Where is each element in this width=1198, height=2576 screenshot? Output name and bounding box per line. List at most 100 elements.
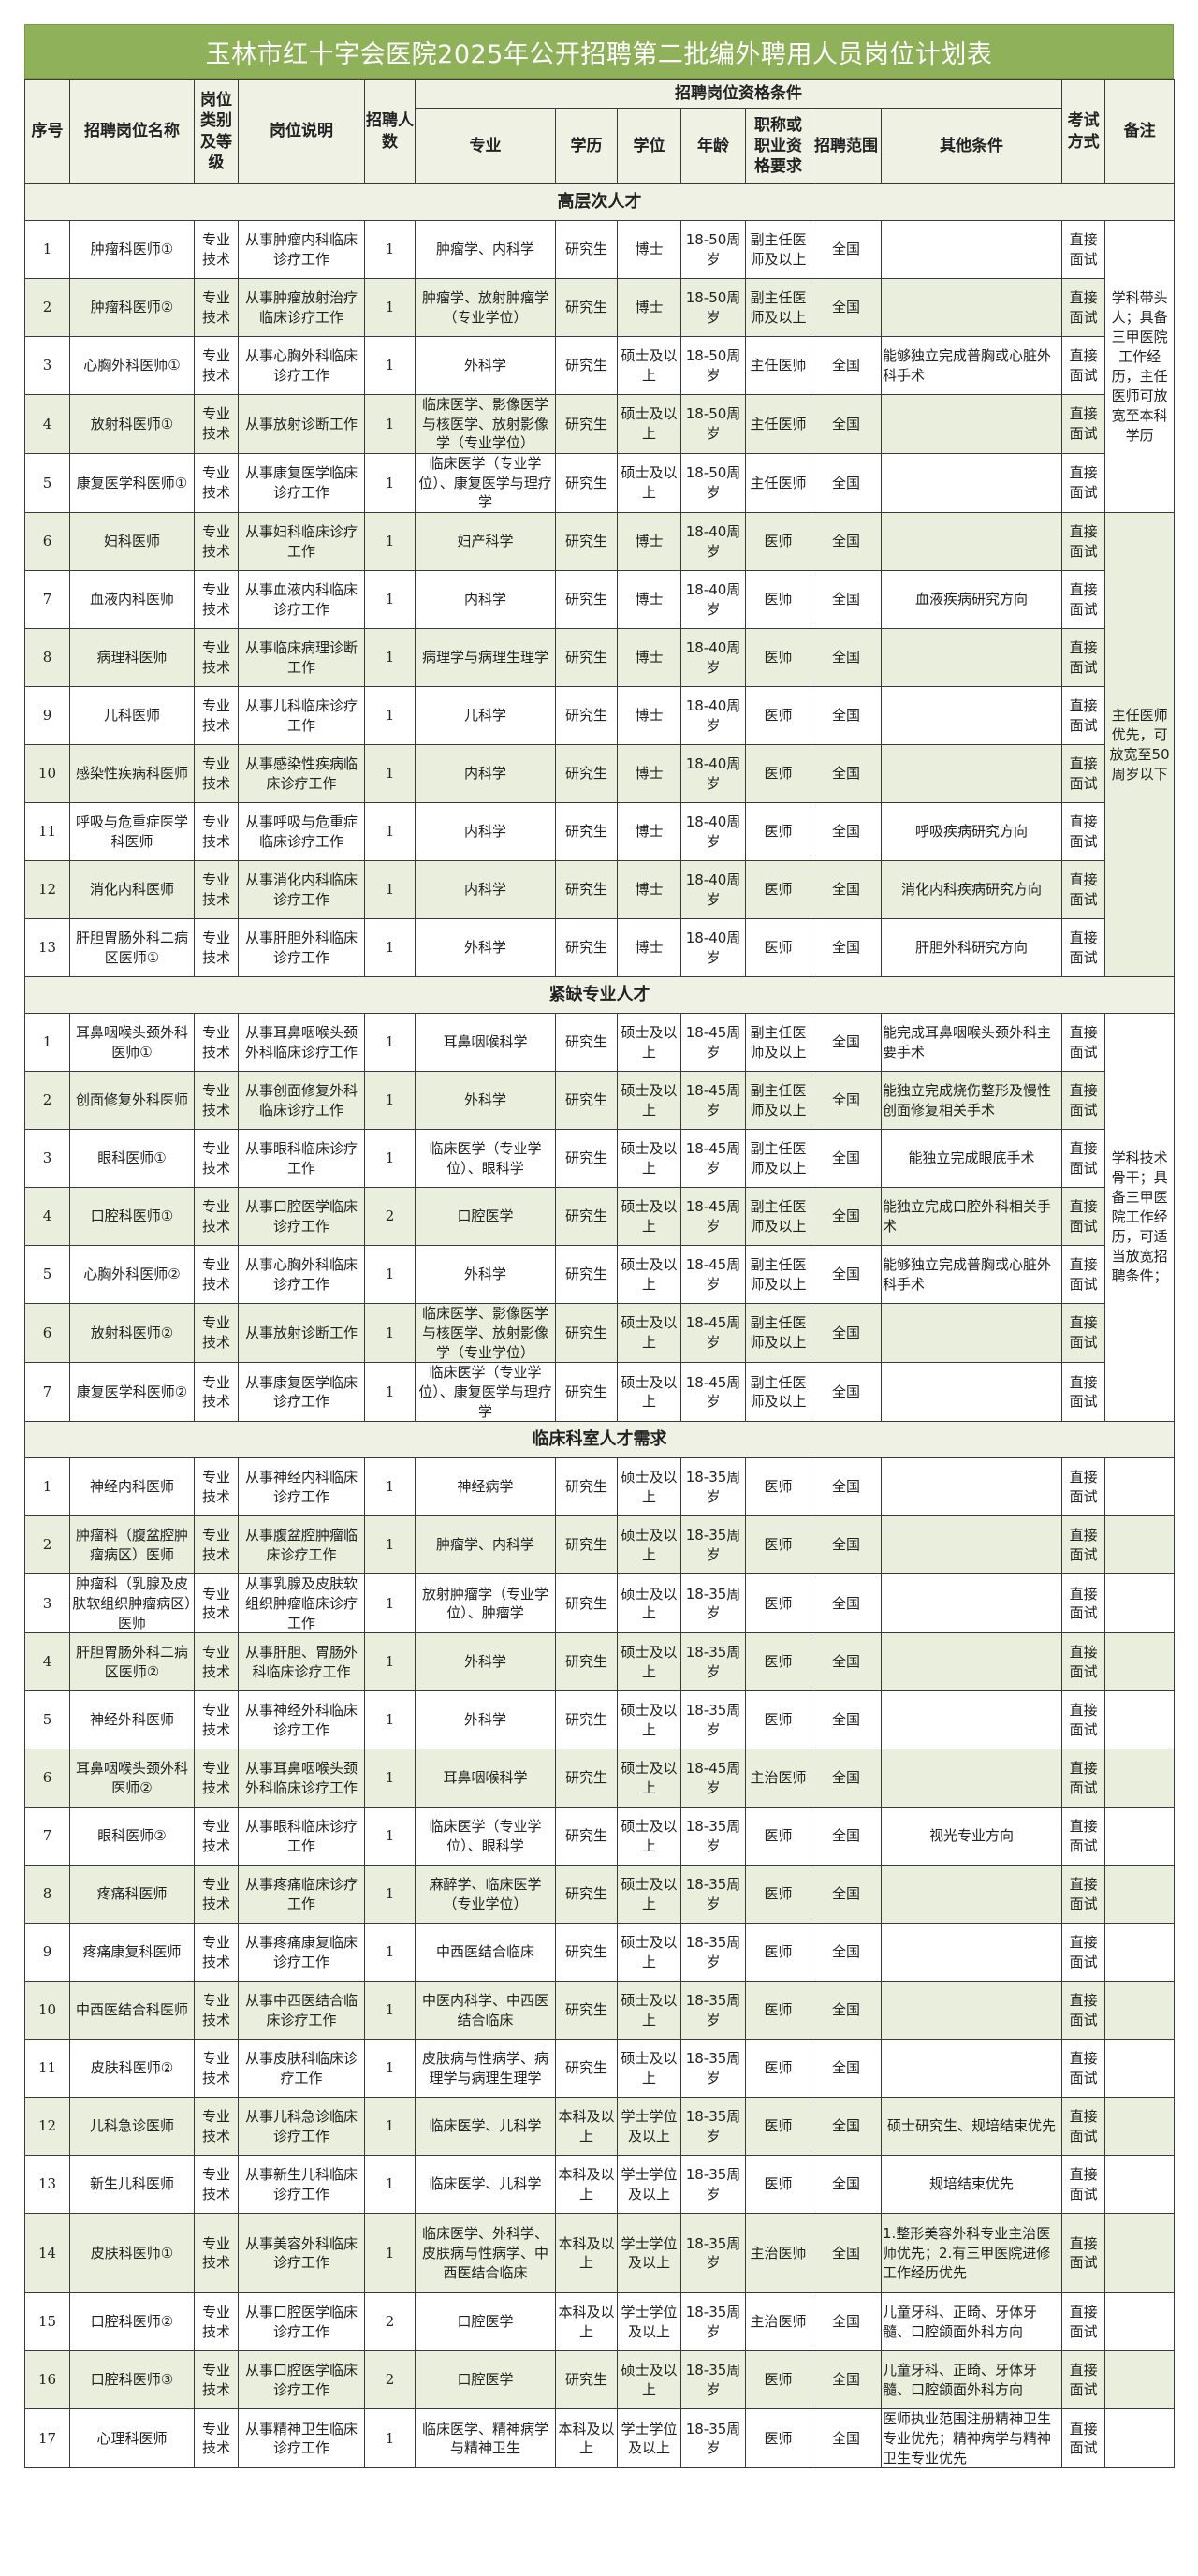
table-row: 3 眼科医师① 专业技术 从事眼科临床诊疗工作 1 临床医学（专业学位）、眼科学 研究生 硕士…: [24, 1129, 1175, 1189]
cell-education: 研究生: [555, 1187, 618, 1247]
cell-degree: 硕士及以上: [617, 1632, 681, 1692]
cell-education: 研究生: [555, 1807, 618, 1866]
cell-category: 专业技术: [194, 802, 239, 862]
cell-other-conditions: [880, 1981, 1063, 2041]
cell-description: 从事美容外科临床诊疗工作: [238, 2213, 365, 2294]
table-row: 3 心胸外科医师① 专业技术 从事心胸外科临床诊疗工作 1 外科学 研究生 硕士及以上 18-5…: [24, 336, 1175, 395]
cell-category: 专业技术: [194, 2039, 239, 2099]
cell-scope: 全国: [811, 2213, 882, 2294]
cell-remark: [1104, 1807, 1176, 1866]
cell-no: 16: [24, 2350, 70, 2410]
header-no: 序号: [24, 79, 70, 184]
cell-count: 2: [364, 1187, 416, 1247]
cell-category: 专业技术: [194, 336, 239, 395]
cell-exam: 直接面试: [1061, 1187, 1106, 1247]
cell-age: 18-40周岁: [680, 744, 746, 804]
header-education: 学历: [555, 108, 618, 184]
cell-scope: 全国: [811, 744, 882, 804]
cell-education: 研究生: [555, 2039, 618, 2099]
cell-education: 研究生: [555, 918, 618, 978]
cell-other-conditions: 能完成耳鼻咽喉头颈外科主要手术: [880, 1013, 1063, 1073]
cell-no: 15: [24, 2292, 70, 2352]
cell-category: 专业技术: [194, 453, 239, 514]
cell-exam: 直接面试: [1061, 1362, 1106, 1423]
cell-age: 18-50周岁: [680, 453, 746, 514]
cell-category: 专业技术: [194, 278, 239, 337]
cell-position-name: 肝胆胃肠外科二病区医师①: [69, 918, 195, 978]
cell-major: 临床医学（专业学位）、眼科学: [415, 1129, 556, 1189]
cell-title-requirement: 副主任医师及以上: [745, 278, 811, 337]
cell-other-conditions: [880, 1632, 1063, 1692]
cell-age: 18-40周岁: [680, 686, 746, 746]
cell-position-name: 中西医结合科医师: [69, 1981, 195, 2041]
cell-education: 研究生: [555, 2350, 618, 2410]
cell-description: 从事血液内科临床诊疗工作: [238, 570, 365, 630]
cell-age: 18-45周岁: [680, 1245, 746, 1305]
cell-education: 研究生: [555, 1573, 618, 1634]
cell-education: 研究生: [555, 802, 618, 862]
cell-title-requirement: 医师: [745, 744, 811, 804]
cell-degree: 硕士及以上: [617, 1013, 681, 1073]
cell-count: 1: [364, 1923, 416, 1983]
cell-count: 1: [364, 1362, 416, 1423]
cell-degree: 硕士及以上: [617, 2350, 681, 2410]
cell-no: 17: [24, 2408, 70, 2469]
cell-remark: [1104, 1981, 1176, 2041]
header-exam: 考试方式: [1061, 79, 1106, 184]
cell-title-requirement: 医师: [745, 1690, 811, 1750]
cell-major: 皮肤病与性病学、病理学与病理生理学: [415, 2039, 556, 2099]
table-row: 9 儿科医师 专业技术 从事儿科临床诊疗工作 1 儿科学 研究生 博士 18-40周岁 医师 全国 直…: [24, 686, 1175, 746]
cell-category: 专业技术: [194, 512, 239, 572]
cell-major: 内科学: [415, 744, 556, 804]
cell-scope: 全国: [811, 512, 882, 572]
cell-position-name: 疼痛康复科医师: [69, 1923, 195, 1983]
cell-description: 从事康复医学临床诊疗工作: [238, 1362, 365, 1423]
cell-age: 18-40周岁: [680, 802, 746, 862]
table-row: 1 神经内科医师 专业技术 从事神经内科临床诊疗工作 1 神经病学 研究生 硕士及以上 18-3…: [24, 1457, 1176, 1517]
cell-no: 5: [24, 1690, 70, 1750]
cell-title-requirement: 医师: [745, 802, 811, 862]
cell-position-name: 口腔科医师①: [69, 1187, 195, 1247]
cell-description: 从事肝胆、胃肠外科临床诊疗工作: [238, 1632, 365, 1692]
cell-major: 口腔医学: [415, 2350, 556, 2410]
cell-category: 专业技术: [194, 220, 239, 279]
cell-count: 2: [364, 2350, 416, 2410]
cell-other-conditions: [880, 628, 1063, 688]
cell-position-name: 肿瘤科医师②: [69, 278, 195, 337]
cell-other-conditions: 能独立完成口腔外科相关手术: [880, 1187, 1063, 1247]
cell-degree: 硕士及以上: [617, 1362, 681, 1423]
cell-major: 口腔医学: [415, 1187, 556, 1247]
cell-education: 研究生: [555, 1245, 618, 1305]
cell-other-conditions: 儿童牙科、正畸、牙体牙髓、口腔颌面外科方向: [880, 2292, 1063, 2352]
cell-title-requirement: 医师: [745, 686, 811, 746]
cell-title-requirement: 副主任医师及以上: [745, 1362, 811, 1423]
cell-age: 18-45周岁: [680, 1129, 746, 1189]
cell-position-name: 儿科急诊医师: [69, 2097, 195, 2157]
cell-description: 从事眼科临床诊疗工作: [238, 1129, 365, 1189]
cell-remark: [1104, 2097, 1176, 2157]
cell-other-conditions: 规培结束优先: [880, 2155, 1063, 2215]
cell-no: 3: [24, 336, 70, 395]
cell-exam: 直接面试: [1061, 918, 1106, 978]
cell-education: 研究生: [555, 1303, 618, 1364]
cell-title-requirement: 医师: [745, 860, 811, 920]
cell-degree: 硕士及以上: [617, 336, 681, 395]
cell-title-requirement: 副主任医师及以上: [745, 1013, 811, 1073]
cell-position-name: 肿瘤科（乳腺及皮肤软组织肿瘤病区）医师: [69, 1573, 195, 1634]
cell-category: 专业技术: [194, 1632, 239, 1692]
cell-description: 从事耳鼻咽喉头颈外科临床诊疗工作: [238, 1749, 365, 1808]
cell-age: 18-35周岁: [680, 2408, 746, 2469]
cell-title-requirement: 医师: [745, 1573, 811, 1634]
cell-description: 从事肿瘤内科临床诊疗工作: [238, 220, 365, 279]
cell-title-requirement: 医师: [745, 570, 811, 630]
cell-major: 麻醉学、临床医学（专业学位）: [415, 1865, 556, 1925]
cell-remark: [1104, 2408, 1176, 2469]
table-row: 15 口腔科医师② 专业技术 从事口腔医学临床诊疗工作 2 口腔医学 本科及以上 学士学位及以…: [24, 2292, 1176, 2352]
header-degree: 学位: [617, 108, 681, 184]
cell-position-name: 康复医学科医师①: [69, 453, 195, 514]
cell-other-conditions: 硕士研究生、规培结束优先: [880, 2097, 1063, 2157]
cell-title-requirement: 医师: [745, 2097, 811, 2157]
cell-title-requirement: 主治医师: [745, 2292, 811, 2352]
section-header: 高层次人才: [23, 183, 1176, 221]
cell-exam: 直接面试: [1061, 2155, 1106, 2215]
